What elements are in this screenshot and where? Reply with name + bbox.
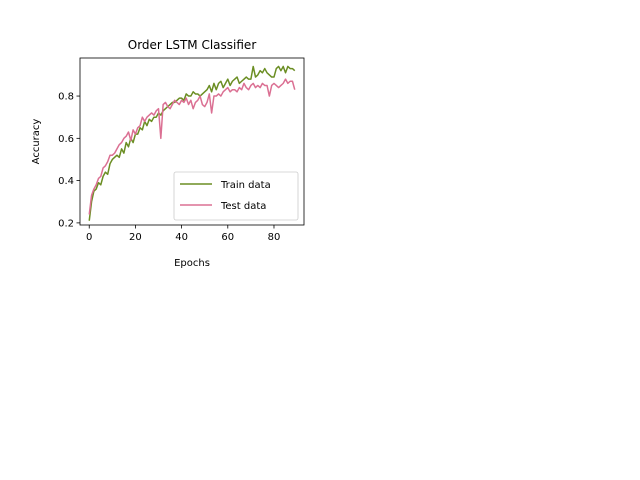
series-line-test [88, 78, 296, 215]
series-line-train [88, 65, 296, 221]
plot-area [88, 65, 296, 221]
y-tick-label: 0.8 [58, 92, 74, 103]
x-tick-label: 0 [86, 232, 92, 243]
legend-label-train: Train data [220, 180, 271, 191]
plot-frame [79, 57, 305, 226]
legend-label-test: Test data [220, 201, 266, 212]
x-axis: 0 20 40 60 80 [86, 225, 280, 243]
y-axis-label: Accuracy [31, 119, 42, 165]
y-tick-label: 0.6 [58, 134, 74, 145]
y-axis: 0.2 0.4 0.6 0.8 [58, 92, 80, 229]
x-tick-label: 80 [268, 232, 281, 243]
chart-title: Order LSTM Classifier [128, 38, 257, 52]
y-tick-label: 0.4 [58, 176, 74, 187]
legend: Train data Test data [173, 171, 299, 221]
y-tick-label: 0.2 [58, 218, 74, 229]
x-tick-label: 40 [175, 232, 188, 243]
x-axis-label: Epochs [174, 258, 210, 269]
x-tick-label: 20 [129, 232, 142, 243]
x-tick-label: 60 [221, 232, 234, 243]
